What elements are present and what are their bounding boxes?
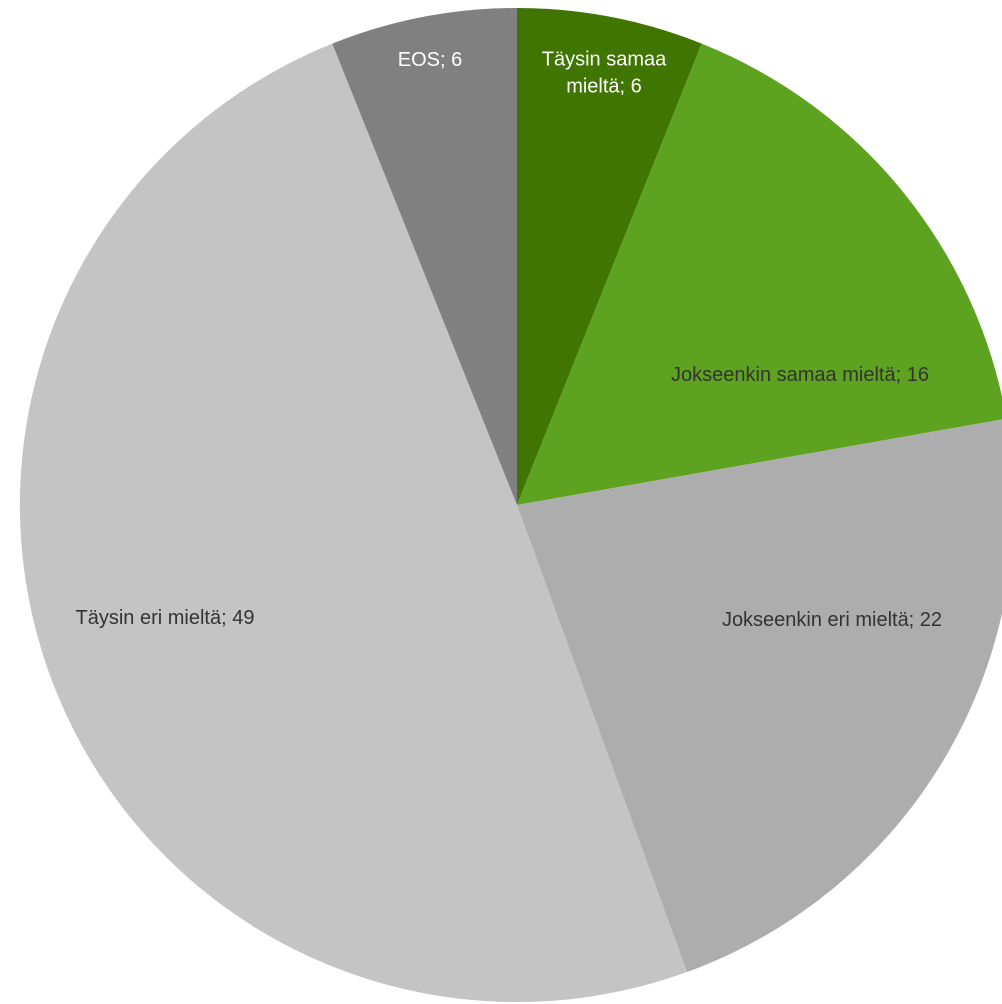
pie-slice-label-line: mieltä; 6 [566,76,642,98]
pie-slice-label-5: EOS; 6 [398,49,462,71]
pie-slice-label-line: Jokseenkin samaa mieltä; 16 [671,364,929,386]
pie-slice-3 [517,419,1002,973]
pie-slices [19,8,1002,1003]
pie-slice-1 [517,8,702,505]
pie-slice-label-2: Jokseenkin samaa mieltä; 16 [671,364,929,386]
pie-labels: Täysin samaa mieltä; 6 Jokseenkin samaa mi… [76,49,943,632]
pie-slice-label-3: Jokseenkin eri mieltä; 22 [722,609,942,631]
pie-slice-label-4: Täysin eri mieltä; 49 [76,607,255,629]
pie-slice-5 [332,8,517,505]
pie-slice-label-1: Täysin samaa mieltä; 6 [542,49,667,98]
pie-slice-label-line: EOS; 6 [398,49,462,71]
pie-slice-label-line: Täysin samaa [542,49,667,71]
pie-slice-label-line: Täysin eri mieltä; 49 [76,607,255,629]
pie-slice-label-line: Jokseenkin eri mieltä; 22 [722,609,942,631]
pie-slice-2 [517,43,1002,505]
pie-slice-4 [19,43,687,1003]
